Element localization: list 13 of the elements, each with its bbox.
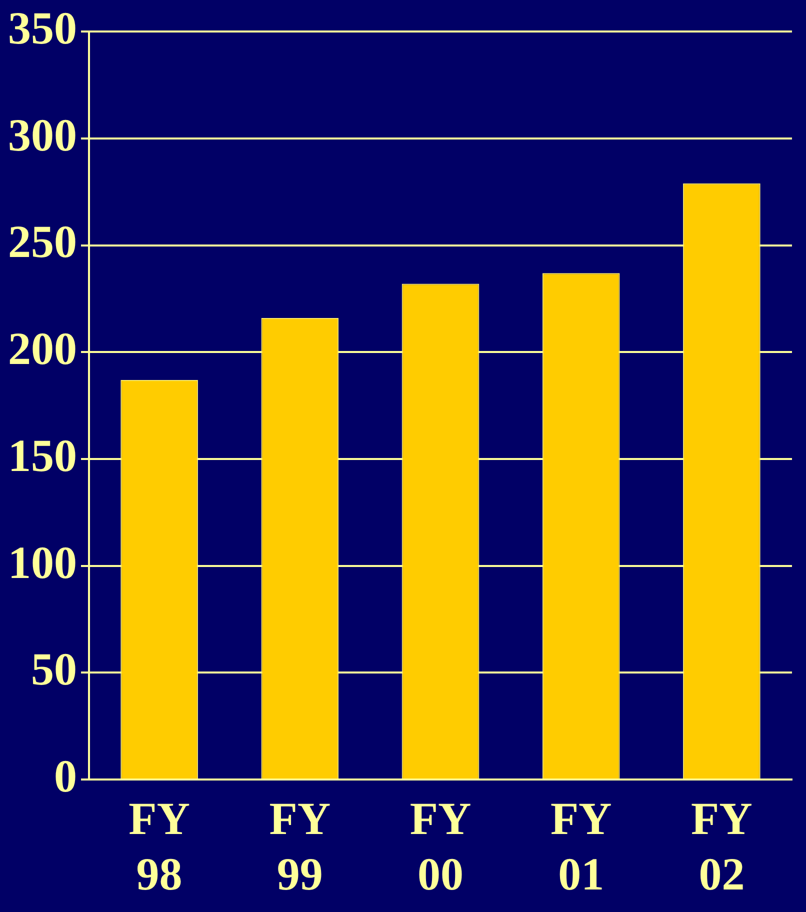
y-tick-label: 50 <box>31 644 77 695</box>
x-tick-label: FY 98 <box>128 793 190 900</box>
x-tick-label: FY 00 <box>410 793 472 900</box>
y-tick-label: 0 <box>54 750 77 802</box>
y-tick-label: 150 <box>8 430 77 481</box>
x-tick-label: FY 02 <box>691 793 752 900</box>
y-tick-label: 100 <box>8 536 77 588</box>
x-tick-label: FY 01 <box>550 793 612 900</box>
y-tick-label: 350 <box>8 2 77 54</box>
y-tick-label: 300 <box>8 109 77 160</box>
y-tick-label: 200 <box>8 323 77 374</box>
x-tick-label: FY 99 <box>269 793 331 900</box>
y-tick-label: 250 <box>8 216 77 268</box>
